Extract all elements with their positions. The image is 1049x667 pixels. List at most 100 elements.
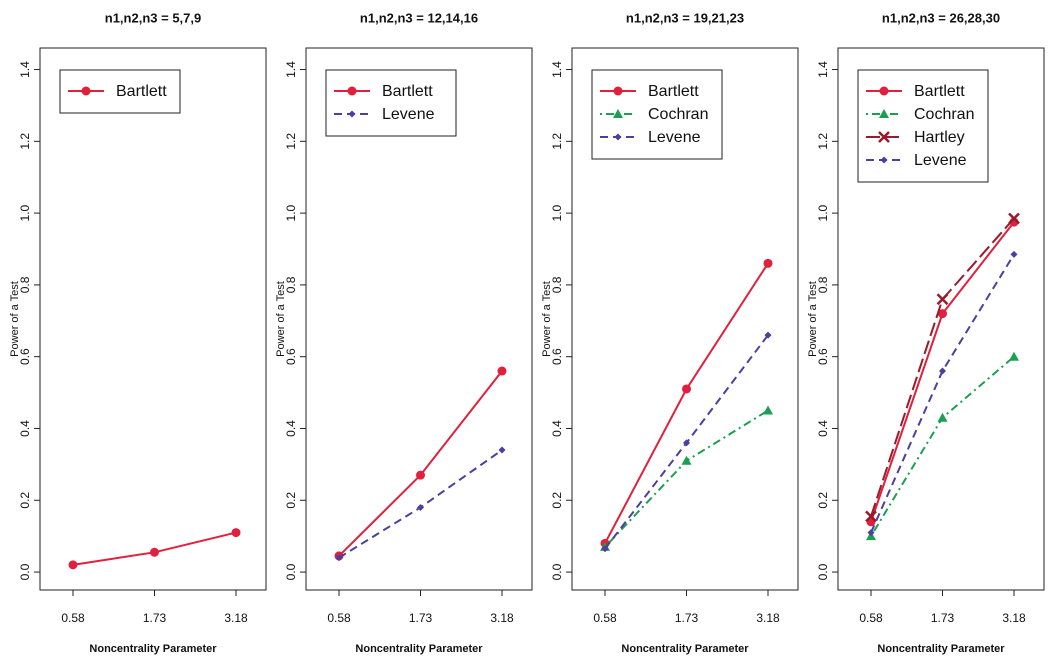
- y-axis-title: Power of a Test: [275, 281, 287, 357]
- y-tick-label: 0.2: [284, 492, 298, 509]
- x-tick-label: 0.58: [327, 611, 351, 625]
- legend-frame: [325, 69, 457, 137]
- legend-label: Cochran: [648, 106, 708, 123]
- y-tick-label: 1.4: [18, 61, 32, 78]
- y-tick-label: 0.4: [284, 420, 298, 437]
- y-tick-label: 1.4: [550, 61, 564, 78]
- point: [936, 293, 949, 306]
- y-tick-label: 0.2: [550, 492, 564, 509]
- point: [1009, 351, 1019, 361]
- y-tick-label: 1.0: [816, 204, 830, 221]
- x-tick-label: 1.73: [931, 611, 955, 625]
- plot-frame: [571, 47, 799, 591]
- legend-label: Bartlett: [914, 83, 965, 100]
- point: [938, 309, 947, 319]
- y-tick-label: 0.6: [284, 348, 298, 365]
- point: [417, 503, 424, 511]
- y-tick-label: 0.4: [816, 420, 830, 437]
- y-tick-label: 0.2: [18, 492, 32, 509]
- point: [682, 384, 691, 394]
- legend-label: Bartlett: [116, 83, 167, 100]
- legend-label: Cochran: [914, 106, 974, 123]
- y-tick-label: 0.8: [284, 276, 298, 293]
- legend-frame: [59, 69, 181, 114]
- panel: n1,n2,n3 = 12,14,16 Noncentrality Paramet…: [275, 10, 533, 655]
- legend-label: Levene: [382, 106, 435, 123]
- y-tick-label: 0.0: [550, 563, 564, 580]
- point: [150, 547, 159, 557]
- legend-label: Levene: [648, 129, 701, 146]
- x-tick-label: 3.18: [224, 611, 248, 625]
- legend-label: Hartley: [914, 129, 965, 146]
- series-line: [604, 262, 769, 544]
- point: [683, 439, 690, 447]
- legend-label: Bartlett: [382, 83, 433, 100]
- x-tick-label: 3.18: [756, 611, 780, 625]
- series-line: [870, 253, 1015, 533]
- legend-label: Levene: [914, 152, 967, 169]
- x-tick-label: 1.73: [409, 611, 433, 625]
- y-tick-label: 1.2: [550, 133, 564, 150]
- point: [68, 560, 78, 570]
- y-tick-label: 1.0: [284, 204, 298, 221]
- plot-frame: [305, 47, 533, 591]
- legend-marker: [879, 86, 889, 96]
- chart-title: n1,n2,n3 = 19,21,23: [626, 10, 744, 25]
- chart-title: n1,n2,n3 = 5,7,9: [105, 10, 201, 25]
- y-tick-label: 0.6: [816, 348, 830, 365]
- y-tick-label: 0.6: [550, 348, 564, 365]
- legend-marker: [613, 86, 623, 96]
- series-line: [870, 217, 1015, 517]
- legend-marker: [878, 131, 890, 143]
- y-tick-label: 0.4: [550, 420, 564, 437]
- point: [416, 470, 425, 480]
- y-tick-label: 0.8: [816, 276, 830, 293]
- point: [231, 528, 241, 538]
- y-tick-label: 0.0: [816, 563, 830, 580]
- x-tick-label: 0.58: [61, 611, 85, 625]
- point: [865, 510, 877, 523]
- y-tick-label: 1.4: [284, 61, 298, 78]
- point: [764, 331, 772, 339]
- x-tick-label: 1.73: [675, 611, 699, 625]
- x-axis-title: Noncentrality Parameter: [877, 643, 1005, 655]
- legend-marker: [348, 110, 356, 118]
- y-tick-label: 1.2: [18, 133, 32, 150]
- plot-frame: [837, 47, 1045, 591]
- x-tick-label: 3.18: [1002, 611, 1026, 625]
- y-tick-label: 1.0: [550, 204, 564, 221]
- panel: n1,n2,n3 = 5,7,9 Noncentrality Parameter P…: [9, 10, 267, 655]
- chart-title: n1,n2,n3 = 12,14,16: [360, 10, 478, 25]
- x-axis-title: Noncentrality Parameter: [621, 643, 749, 655]
- x-axis-title: Noncentrality Parameter: [355, 643, 483, 655]
- y-tick-label: 0.8: [18, 276, 32, 293]
- legend-frame: [857, 69, 989, 183]
- point: [497, 366, 507, 376]
- point: [681, 455, 692, 465]
- point: [1008, 212, 1020, 225]
- point: [939, 367, 946, 375]
- legend-label: Bartlett: [648, 83, 699, 100]
- y-tick-label: 0.0: [284, 563, 298, 580]
- x-tick-label: 3.18: [490, 611, 514, 625]
- y-tick-label: 1.2: [284, 133, 298, 150]
- x-tick-label: 0.58: [859, 611, 883, 625]
- series-line: [338, 370, 503, 557]
- point: [937, 412, 948, 422]
- series-line: [870, 355, 1015, 537]
- y-tick-label: 0.0: [18, 563, 32, 580]
- y-axis-title: Power of a Test: [9, 281, 21, 357]
- y-tick-label: 1.4: [816, 61, 830, 78]
- series-line: [338, 449, 503, 559]
- x-axis-title: Noncentrality Parameter: [89, 643, 217, 655]
- y-tick-label: 0.8: [550, 276, 564, 293]
- legend-marker: [347, 86, 357, 96]
- panel: n1,n2,n3 = 26,28,30 Noncentrality Paramet…: [807, 10, 1045, 655]
- y-axis-title: Power of a Test: [541, 281, 553, 357]
- x-tick-label: 0.58: [593, 611, 617, 625]
- plot-frame: [39, 47, 267, 591]
- y-tick-label: 0.4: [18, 420, 32, 437]
- legend-marker: [879, 109, 889, 118]
- point: [867, 529, 875, 537]
